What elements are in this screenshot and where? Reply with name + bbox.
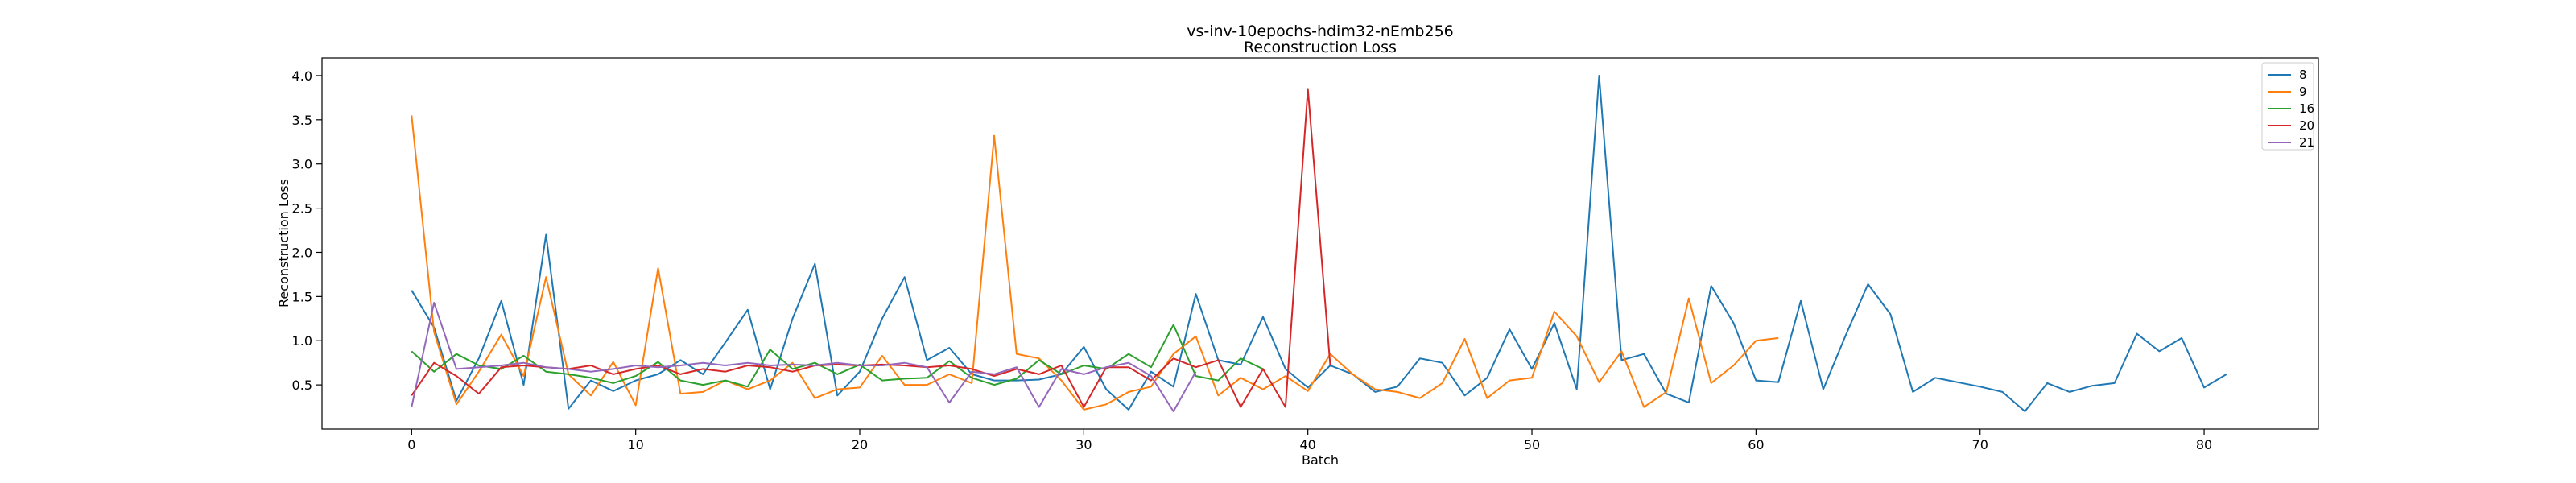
x-axis-ticks: 0 10 20 30 40 50 60 70 80	[407, 429, 2212, 452]
axes-frame	[321, 57, 2319, 430]
x-tick-label: 30	[1075, 437, 1092, 452]
x-tick-label: 0	[407, 437, 415, 452]
legend-label-8: 8	[2299, 68, 2307, 82]
y-tick-label: 1.0	[292, 333, 312, 349]
series-line-9	[411, 115, 1779, 411]
x-axis-label: Batch	[1302, 452, 1339, 468]
y-tick-label: 2.5	[292, 201, 312, 217]
legend-label-9: 9	[2299, 85, 2307, 99]
legend-label-16: 16	[2299, 101, 2314, 116]
series-line-8	[411, 75, 2227, 412]
x-tick-label: 70	[1972, 437, 1988, 452]
series-line-21	[411, 302, 1197, 412]
x-tick-label: 40	[1300, 437, 1316, 452]
legend-items: 8 9 16 20 21	[2268, 68, 2314, 150]
y-axis-ticks: 0.5 1.0 1.5 2.0 2.5 3.0 3.5 4.0	[292, 68, 322, 393]
y-tick-label: 3.0	[292, 157, 312, 172]
chart-title: vs-inv-10epochs-hdim32-nEmb256	[1187, 23, 1454, 40]
y-tick-label: 4.0	[292, 68, 312, 84]
legend-frame	[2261, 62, 2314, 151]
x-tick-label: 60	[1748, 437, 1764, 452]
y-tick-label: 3.5	[292, 113, 312, 128]
series-layer	[411, 75, 2227, 412]
plot-area	[321, 57, 2319, 430]
legend-label-20: 20	[2299, 118, 2314, 133]
chart-subtitle: Reconstruction Loss	[1244, 39, 1397, 56]
x-tick-label: 10	[627, 437, 643, 452]
y-tick-label: 2.0	[292, 245, 312, 260]
legend: 8 9 16 20 21	[2261, 62, 2314, 151]
x-tick-label: 20	[852, 437, 868, 452]
y-tick-label: 1.5	[292, 289, 312, 304]
y-tick-label: 0.5	[292, 378, 312, 393]
y-axis-label: Reconstruction Loss	[276, 179, 291, 308]
legend-label-21: 21	[2299, 135, 2314, 150]
series-line-16	[411, 324, 1264, 388]
x-tick-label: 50	[1524, 437, 1540, 452]
x-tick-label: 80	[2196, 437, 2212, 452]
